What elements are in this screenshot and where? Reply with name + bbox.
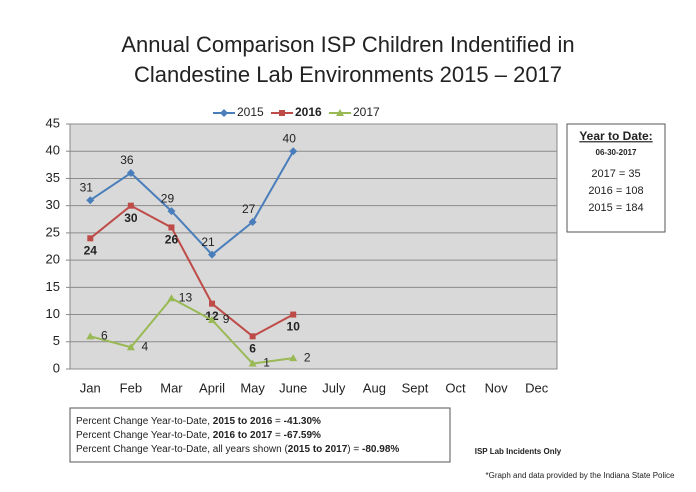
x-tick-label: Mar bbox=[160, 380, 183, 395]
y-tick-label: 35 bbox=[46, 170, 60, 185]
bottom-box-part: = bbox=[272, 430, 283, 441]
data-label: 2 bbox=[304, 350, 311, 364]
y-tick-label: 15 bbox=[46, 279, 60, 294]
marker bbox=[208, 250, 217, 259]
x-tick-label: Nov bbox=[485, 380, 509, 395]
side-box-line: 2017 = 35 bbox=[591, 168, 640, 180]
y-tick-label: 45 bbox=[46, 115, 60, 130]
bottom-box-part: -80.98% bbox=[362, 444, 399, 455]
note: ISP Lab Incidents Only bbox=[475, 447, 562, 456]
data-label: 1 bbox=[263, 356, 270, 370]
data-label: 9 bbox=[223, 312, 230, 326]
marker bbox=[249, 333, 256, 340]
series-line bbox=[90, 296, 294, 365]
x-tick-label: July bbox=[322, 380, 346, 395]
side-box-date: 06-30-2017 bbox=[596, 148, 637, 157]
bottom-box-part: = bbox=[272, 416, 283, 427]
legend-label: 2017 bbox=[353, 105, 380, 119]
side-box-line: 2015 = 184 bbox=[588, 202, 643, 214]
y-tick-label: 25 bbox=[46, 224, 60, 239]
source: *Graph and data provided by the Indiana … bbox=[485, 471, 675, 480]
marker bbox=[167, 207, 176, 216]
marker bbox=[86, 196, 95, 205]
x-tick-label: Jan bbox=[80, 380, 101, 395]
bottom-box-part: Percent Change Year-to-Date, bbox=[76, 416, 213, 427]
data-label: 24 bbox=[84, 244, 98, 258]
bottom-box-part: 2015 to 2017 bbox=[288, 444, 348, 455]
side-box-line: 2016 = 108 bbox=[588, 185, 643, 197]
x-tick-label: April bbox=[199, 380, 225, 395]
y-tick-label: 20 bbox=[46, 252, 60, 267]
bottom-box-line: Percent Change Year-to-Date, 2016 to 201… bbox=[76, 430, 321, 441]
marker bbox=[248, 218, 257, 226]
marker bbox=[209, 300, 216, 307]
marker bbox=[248, 359, 257, 367]
marker bbox=[127, 202, 134, 209]
plot-area bbox=[69, 123, 558, 370]
marker bbox=[86, 332, 95, 340]
bottom-box-line: Percent Change Year-to-Date, all years s… bbox=[76, 444, 399, 455]
data-label: 13 bbox=[179, 290, 193, 304]
marker bbox=[167, 294, 176, 302]
data-label: 30 bbox=[124, 211, 138, 225]
data-label: 6 bbox=[249, 342, 256, 356]
legend-label: 2015 bbox=[237, 105, 264, 119]
side-box-title: Year to Date: bbox=[579, 129, 652, 143]
marker bbox=[126, 169, 135, 177]
chart-title: Clandestine Lab Environments 2015 – 2017 bbox=[134, 62, 562, 87]
bottom-box bbox=[69, 407, 451, 463]
legend-marker bbox=[336, 109, 344, 116]
bottom-box-part: -41.30% bbox=[284, 416, 321, 427]
legend-marker bbox=[279, 110, 285, 116]
data-label: 10 bbox=[287, 320, 301, 334]
legend-marker bbox=[220, 109, 228, 117]
series-line bbox=[89, 150, 295, 257]
y-tick-label: 10 bbox=[46, 306, 60, 321]
chart-title: Annual Comparison ISP Children Indentifi… bbox=[121, 32, 574, 57]
y-tick-label: 0 bbox=[53, 360, 60, 375]
data-label: 26 bbox=[165, 233, 179, 247]
x-tick-label: May bbox=[240, 380, 265, 395]
x-tick-label: Feb bbox=[120, 380, 142, 395]
marker bbox=[290, 311, 297, 318]
data-label: 36 bbox=[120, 153, 134, 167]
data-label: 27 bbox=[242, 202, 256, 216]
x-tick-label: Oct bbox=[445, 380, 466, 395]
bottom-box-part: 2015 to 2016 bbox=[213, 416, 273, 427]
bottom-box-part: 2016 to 2017 bbox=[213, 430, 273, 441]
side-box bbox=[566, 123, 666, 233]
bottom-box-part: Percent Change Year-to-Date, all years s… bbox=[76, 444, 288, 455]
data-label: 4 bbox=[142, 339, 149, 353]
marker bbox=[87, 235, 94, 242]
y-tick-label: 5 bbox=[53, 333, 60, 348]
marker bbox=[289, 354, 298, 362]
legend-label: 2016 bbox=[295, 105, 322, 119]
y-tick-label: 40 bbox=[46, 143, 60, 158]
marker bbox=[289, 147, 298, 156]
x-tick-label: June bbox=[279, 380, 307, 395]
marker bbox=[126, 343, 135, 351]
data-label: 6 bbox=[101, 329, 108, 343]
bottom-box-part: Percent Change Year-to-Date, bbox=[76, 430, 213, 441]
x-tick-label: Dec bbox=[525, 380, 549, 395]
bottom-box-part: -67.59% bbox=[284, 430, 321, 441]
bottom-box-part: ) = bbox=[347, 444, 362, 455]
data-label: 21 bbox=[201, 235, 215, 249]
data-label: 31 bbox=[80, 180, 94, 194]
data-label: 40 bbox=[283, 131, 297, 145]
marker bbox=[168, 224, 175, 231]
x-tick-label: Aug bbox=[363, 380, 386, 395]
y-tick-label: 30 bbox=[46, 197, 60, 212]
marker bbox=[208, 316, 217, 323]
data-label: 29 bbox=[161, 191, 175, 205]
x-tick-label: Sept bbox=[402, 380, 429, 395]
series-line bbox=[89, 204, 294, 338]
bottom-box-line: Percent Change Year-to-Date, 2015 to 201… bbox=[76, 416, 321, 427]
